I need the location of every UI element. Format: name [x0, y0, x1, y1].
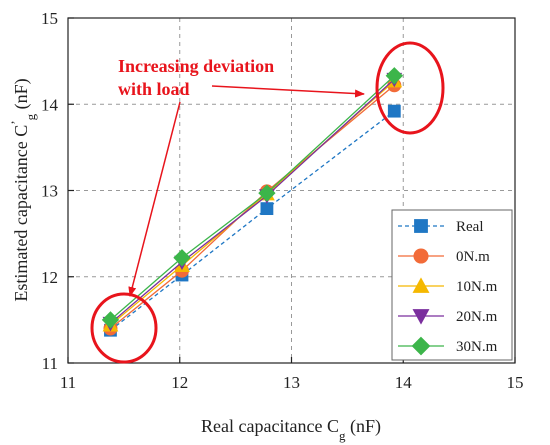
series-line	[110, 75, 395, 321]
x-tick-label: 13	[283, 373, 300, 392]
annotation-line-1: Increasing deviation	[118, 56, 274, 76]
legend: Real 0N.m 10N.m 20N.m 30N.m	[391, 209, 513, 361]
y-tick-label: 14	[41, 95, 59, 114]
annotation: Increasing deviation with load	[90, 41, 445, 364]
legend-marker	[411, 336, 431, 356]
y-tick-label: 15	[41, 9, 58, 28]
legend-box	[391, 209, 513, 361]
y-tick-label: 13	[41, 182, 58, 201]
x-tick-label: 14	[395, 373, 413, 392]
annotation-arrow-right	[211, 85, 365, 98]
y-tick-label: 12	[41, 268, 58, 287]
legend-marker	[414, 219, 428, 233]
y-tick-label: 11	[42, 354, 58, 373]
legend-marker	[412, 277, 430, 293]
data-point	[173, 249, 191, 267]
series-layer	[101, 67, 403, 337]
series-line	[110, 78, 395, 324]
annotation-line-2: with load	[118, 79, 190, 99]
legend-marker	[412, 309, 430, 325]
legend-label: 30N.m	[456, 339, 498, 355]
y-axis-label: Estimated capacitance C’g (nF)	[8, 78, 38, 301]
annotation-arrow-left	[128, 101, 181, 297]
grid	[68, 18, 515, 363]
highlight-ellipse-high	[375, 41, 445, 135]
data-point	[258, 184, 276, 202]
x-axis-label: Real capacitance Cg (nF)	[201, 416, 381, 443]
legend-label: 0N.m	[456, 249, 490, 265]
legend-marker	[413, 248, 429, 264]
data-point	[387, 104, 401, 118]
legend-label: 20N.m	[456, 309, 498, 325]
highlight-ellipse-low	[90, 292, 158, 364]
data-point	[260, 202, 274, 216]
x-tick-label: 15	[507, 373, 524, 392]
x-tick-label: 11	[60, 373, 76, 392]
axis-ticks: 11 12 13 14 15 11 12 13 14 15	[41, 9, 524, 392]
x-tick-label: 12	[171, 373, 188, 392]
series-4	[101, 67, 403, 329]
data-point	[101, 311, 120, 329]
legend-label: Real	[456, 219, 484, 235]
legend-label: 10N.m	[456, 279, 498, 295]
data-point	[385, 67, 403, 85]
